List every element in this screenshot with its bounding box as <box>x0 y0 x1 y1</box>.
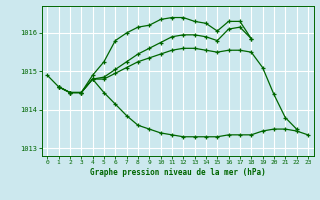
X-axis label: Graphe pression niveau de la mer (hPa): Graphe pression niveau de la mer (hPa) <box>90 168 266 177</box>
